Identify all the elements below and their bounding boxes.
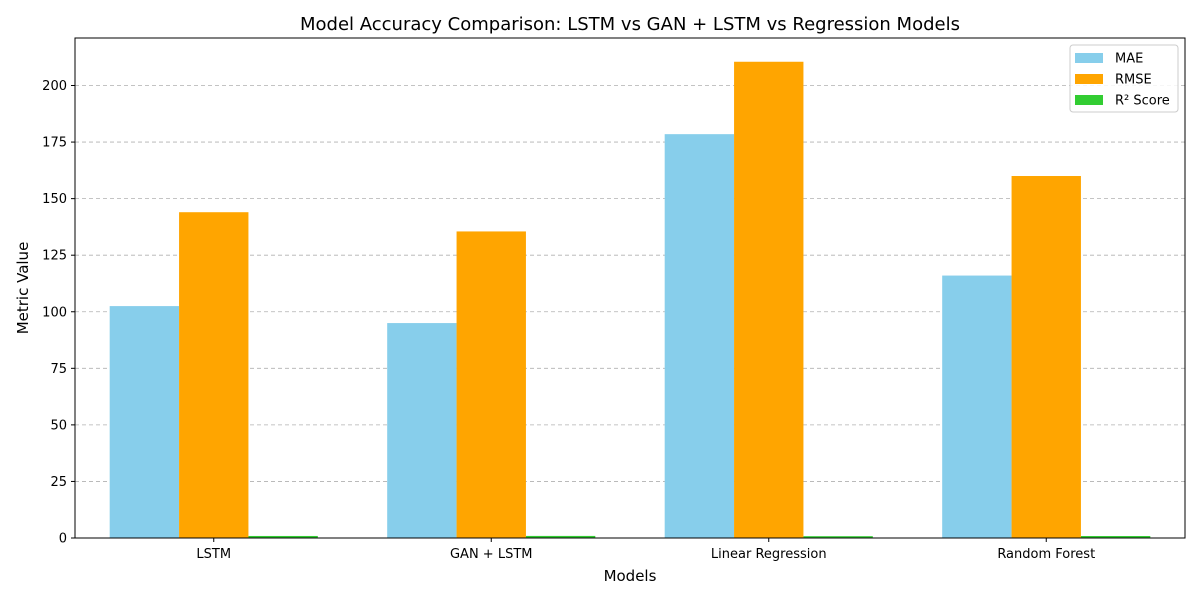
bar-r-score bbox=[803, 536, 873, 538]
x-axis: LSTM GAN + LSTM Linear Regression Random Fo… bbox=[196, 538, 1095, 562]
bar-mae bbox=[109, 306, 180, 538]
legend-label: R² Score bbox=[1115, 94, 1170, 109]
y-tick-label: 50 bbox=[50, 418, 67, 433]
legend-swatch bbox=[1075, 95, 1103, 105]
legend-label: MAE bbox=[1115, 52, 1143, 67]
grid-lines bbox=[75, 85, 1185, 539]
legend-swatch bbox=[1075, 74, 1103, 84]
x-tick-label: Random Forest bbox=[997, 547, 1095, 562]
bar-mae bbox=[387, 323, 457, 538]
x-axis-label: Models bbox=[604, 567, 657, 585]
bar-r-score bbox=[525, 535, 596, 538]
y-tick-label: 0 bbox=[59, 532, 67, 547]
bar-rmse bbox=[179, 212, 249, 539]
plot-frame bbox=[74, 37, 1186, 539]
y-tick-label: 125 bbox=[42, 249, 67, 264]
bar-mae bbox=[942, 275, 1012, 538]
y-axis-label: Metric Value bbox=[14, 242, 32, 335]
bar-r-score bbox=[248, 535, 318, 538]
y-tick-label: 150 bbox=[42, 192, 67, 207]
x-tick-label: LSTM bbox=[196, 547, 231, 562]
x-tick-label: GAN + LSTM bbox=[450, 547, 533, 562]
legend-swatch bbox=[1075, 53, 1103, 63]
bar-r-score bbox=[1080, 536, 1151, 538]
y-tick-label: 200 bbox=[42, 79, 67, 94]
x-tick-label: Linear Regression bbox=[711, 547, 827, 562]
y-tick-label: 100 bbox=[42, 305, 67, 320]
legend: MAE RMSE R² Score bbox=[1069, 44, 1179, 113]
bar-rmse bbox=[1011, 176, 1081, 539]
bar-rmse bbox=[456, 231, 526, 539]
bar-mae bbox=[664, 134, 735, 538]
chart-title: Model Accuracy Comparison: LSTM vs GAN +… bbox=[300, 14, 960, 35]
y-tick-label: 75 bbox=[50, 362, 67, 377]
y-tick-label: 25 bbox=[50, 475, 67, 490]
bar-rmse bbox=[734, 61, 804, 539]
y-tick-label: 175 bbox=[42, 136, 67, 151]
bars bbox=[109, 61, 1151, 539]
legend-label: RMSE bbox=[1115, 73, 1152, 88]
y-axis: 0 25 50 75 100 125 150 175 200 bbox=[42, 79, 75, 547]
